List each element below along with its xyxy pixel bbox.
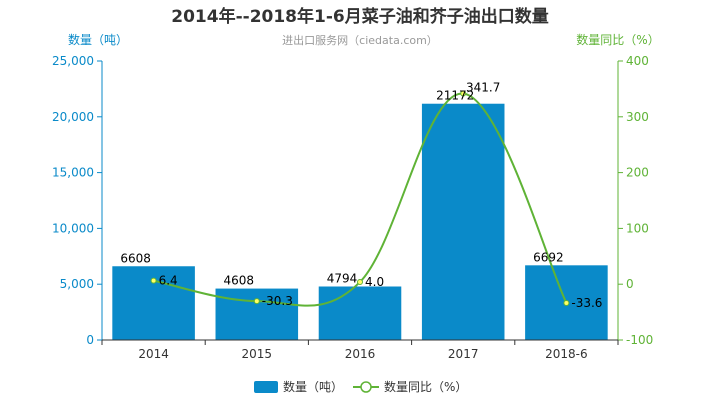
yoy-point-2016 [357,278,363,285]
legend-label-quantity: 数量（吨） [283,379,343,394]
right-tick-label: 400 [626,54,649,68]
yoy-point-2018-6 [563,299,570,306]
left-tick-label: 0 [86,333,94,347]
yoy-point-2017 [460,90,467,97]
x-tick-label: 2018-6 [545,347,588,361]
left-axis-title: 数量（吨） [68,32,128,47]
yoy-value-label: -30.3 [262,294,293,308]
bar-value-label: 4794 [327,271,358,285]
yoy-point-2015 [253,298,260,305]
yoy-point-2014 [150,277,157,284]
x-tick-label: 2017 [448,347,479,361]
right-tick-label: 0 [626,277,634,291]
bar-2017 [421,103,505,340]
legend-swatch-quantity [254,381,278,393]
right-tick-label: 300 [626,110,649,124]
legend: 数量（吨） 数量同比（%） [254,379,467,394]
yoy-value-label: 341.7 [466,81,500,95]
yoy-value-label: -33.6 [571,296,602,310]
right-tick-label: -100 [626,333,653,347]
bar-value-label: 6692 [533,250,564,264]
right-tick-label: 200 [626,166,649,180]
yoy-value-label: 6.4 [159,274,178,288]
yoy-value-label: 4.0 [365,275,384,289]
bar-value-label: 4608 [224,274,255,288]
yoy-line [153,92,568,307]
line-group [150,90,570,307]
x-tick-label: 2014 [138,347,169,361]
bar-2014 [112,266,195,340]
bar-value-label: 6608 [120,251,151,265]
right-axis-title: 数量同比（%） [576,32,659,47]
axes-group: 0 5,000 10,000 15,000 20,000 25,000 -100 0 100 20… [52,54,653,361]
left-tick-label: 5,000 [60,277,94,291]
legend-item-yoy[interactable]: 数量同比（%） [353,379,467,394]
legend-marker-yoy [360,381,372,393]
x-tick-label: 2015 [242,347,273,361]
chart-title: 2014年--2018年1-6月菜子油和芥子油出口数量 [171,6,548,27]
bar-value-label: 21172 [436,89,474,103]
x-tick-label: 2016 [345,347,376,361]
legend-item-quantity[interactable]: 数量（吨） [254,379,343,394]
right-tick-label: 100 [626,221,649,235]
legend-label-yoy: 数量同比（%） [384,379,467,394]
left-tick-label: 20,000 [52,110,94,124]
labels-group: 6608 4608 4794 21172 6692 6.4 -30.3 4.0 341.7 -33… [120,81,602,310]
left-tick-label: 10,000 [52,221,94,235]
bar-2016 [318,286,402,340]
left-tick-label: 15,000 [52,166,94,180]
bars-group [112,103,608,340]
chart-subtitle: 进出口服务网（ciedata.com） [282,33,438,47]
bar-2015 [215,288,299,340]
left-tick-label: 25,000 [52,54,94,68]
